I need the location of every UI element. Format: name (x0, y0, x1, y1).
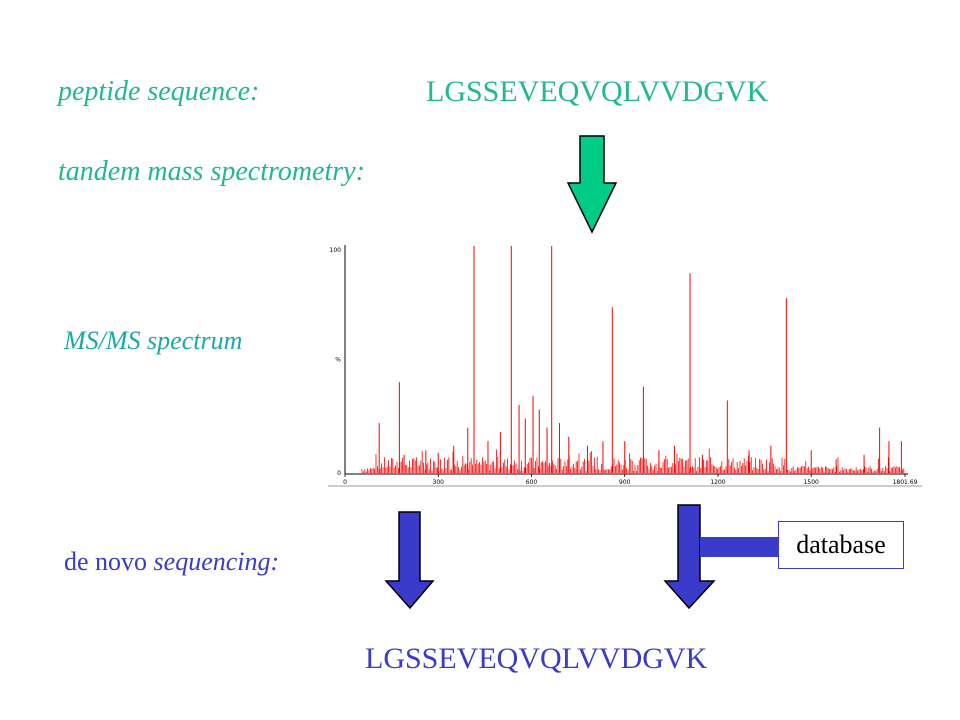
de-novo-text: de novo (64, 547, 148, 576)
y-tick-label: 100 (330, 247, 342, 254)
peptide-sequence-label: peptide sequence: (58, 76, 260, 107)
down-arrow-denovo-icon (384, 511, 435, 610)
database-label: database (796, 530, 886, 559)
peptide-sequence-top: LGSSEVEQVQLVVDGVK (426, 75, 769, 108)
x-tick-label: 1801.69 (893, 479, 918, 486)
down-arrow-teal-icon (566, 135, 618, 234)
sequencing-text: sequencing: (153, 547, 280, 576)
x-tick-label: 1200 (710, 479, 725, 486)
x-tick-label: 1500 (804, 479, 819, 486)
down-arrow-database-search-icon (663, 504, 716, 610)
y-tick-label: % (335, 357, 341, 364)
y-tick-label: 0 (337, 470, 341, 477)
tandem-ms-label: tandem mass spectrometry: (58, 156, 365, 187)
database-connector-bar (700, 537, 778, 557)
peptide-sequence-bottom: LGSSEVEQVQLVVDGVK (365, 642, 708, 675)
x-tick-label: 900 (619, 479, 631, 486)
x-tick-label: 0 (343, 479, 347, 486)
x-tick-label: 300 (433, 479, 445, 486)
x-tick-label: 600 (526, 479, 538, 486)
ms-ms-spectrum-plot: 0 300 600 900 1200 1500 1801.69 0% 100 (328, 245, 922, 487)
database-box: database (778, 521, 904, 569)
de-novo-sequencing-label: de novo sequencing: (64, 549, 279, 575)
msms-spectrum-label: MS/MS spectrum (64, 326, 243, 355)
